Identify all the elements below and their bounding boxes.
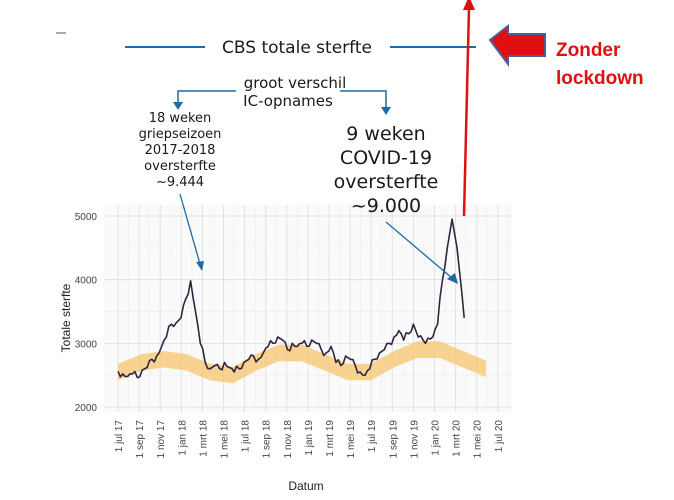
annotation-left-line-2: griepseizoen <box>139 127 222 142</box>
annotation-left-line-1: 18 weken <box>149 111 212 126</box>
y-axis-title: Totale sterfte <box>59 283 73 352</box>
x-tick-label: 1 jan 18 <box>177 420 188 456</box>
red-block-arrow <box>488 23 546 67</box>
y-tick-label: 2000 <box>75 403 98 414</box>
y-tick-label: 4000 <box>75 276 98 287</box>
annotation-left-line-4: oversterfte <box>144 159 216 174</box>
annotation-middle-bracket-left <box>177 90 236 103</box>
annotation-right-arrow <box>385 221 453 279</box>
annotation-right-line-3: oversterfte <box>334 171 439 193</box>
red-label-line-1: Zonder <box>556 40 621 61</box>
annotation-left-line-3: 2017-2018 <box>145 143 216 158</box>
x-tick-label: 1 jul 20 <box>494 420 505 453</box>
mortality-line <box>117 218 465 379</box>
x-tick-labels: 1 jul 17 1 sep 17 1 nov 17 1 jan 18 1 mrt 18… <box>114 420 505 459</box>
annotation-middle-line-1: groot verschil <box>244 74 347 92</box>
x-tick-label: 1 sep 18 <box>262 420 273 459</box>
annotation-left-line-5: ~9.444 <box>156 175 204 190</box>
chart-title: CBS totale sterfte <box>222 38 372 58</box>
x-tick-label: 1 sep 17 <box>135 420 146 459</box>
x-tick-label: 1 jul 17 <box>114 420 125 453</box>
y-tick-label: 3000 <box>75 339 98 350</box>
x-tick-label: 1 jan 20 <box>431 420 442 456</box>
x-tick-label: 1 nov 19 <box>409 420 420 459</box>
y-tick-label: 5000 <box>75 212 98 223</box>
x-tick-label: 1 mei 20 <box>473 420 484 459</box>
x-tick-label: 1 nov 17 <box>156 420 167 459</box>
x-tick-label: 1 nov 18 <box>283 420 294 459</box>
annotation-right-line-2: COVID-19 <box>340 147 432 169</box>
annotation-right-line-1: 9 weken <box>346 123 425 145</box>
y-tick-labels: 2000 3000 4000 5000 <box>75 212 98 414</box>
annotation-right-line-4: ~9.000 <box>351 195 421 217</box>
annotation-left-arrowhead <box>196 261 204 271</box>
annotation-middle-bracket-right <box>340 90 387 108</box>
uncertainty-band <box>118 341 486 384</box>
x-tick-label: 1 mrt 18 <box>198 420 209 457</box>
annotation-middle-line-2: IC-opnames <box>243 92 333 110</box>
x-tick-label: 1 jul 18 <box>241 420 252 453</box>
x-tick-label: 1 mrt 19 <box>325 420 336 457</box>
x-tick-label: 1 jul 19 <box>367 420 378 453</box>
annotation-middle-arrowhead-right <box>381 107 391 115</box>
red-label-line-2: lockdown <box>556 68 644 89</box>
x-tick-label: 1 mrt 20 <box>452 420 463 457</box>
annotation-right-arrowhead <box>447 273 458 284</box>
annotation-left-arrow <box>179 193 201 265</box>
x-tick-label: 1 mei 19 <box>346 420 357 459</box>
x-axis-title: Datum <box>288 479 323 493</box>
annotation-middle-arrowhead-left <box>173 102 183 110</box>
red-vertical-arrowhead <box>463 0 475 10</box>
x-tick-label: 1 sep 19 <box>388 420 399 459</box>
x-tick-label: 1 jan 19 <box>304 420 315 456</box>
red-vertical-line <box>462 7 471 217</box>
x-tick-label: 1 mei 18 <box>220 420 231 459</box>
grid <box>104 205 512 412</box>
